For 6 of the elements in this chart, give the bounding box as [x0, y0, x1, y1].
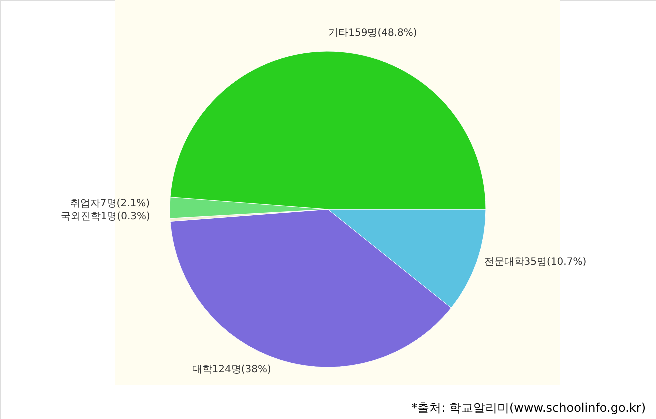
slice-label: 기타159명(48.8%)	[328, 28, 418, 40]
slice-label: 취업자7명(2.1%)	[70, 198, 150, 210]
text: *출처: 학교알리미(www.schoolinfo.go.kr)	[412, 401, 646, 415]
slice-label: 대학124명(38%)	[192, 364, 272, 376]
slice-label: 전문대학35명(10.7%)	[484, 256, 587, 268]
slice-label: 국외진학1명(0.3%)	[60, 212, 150, 223]
